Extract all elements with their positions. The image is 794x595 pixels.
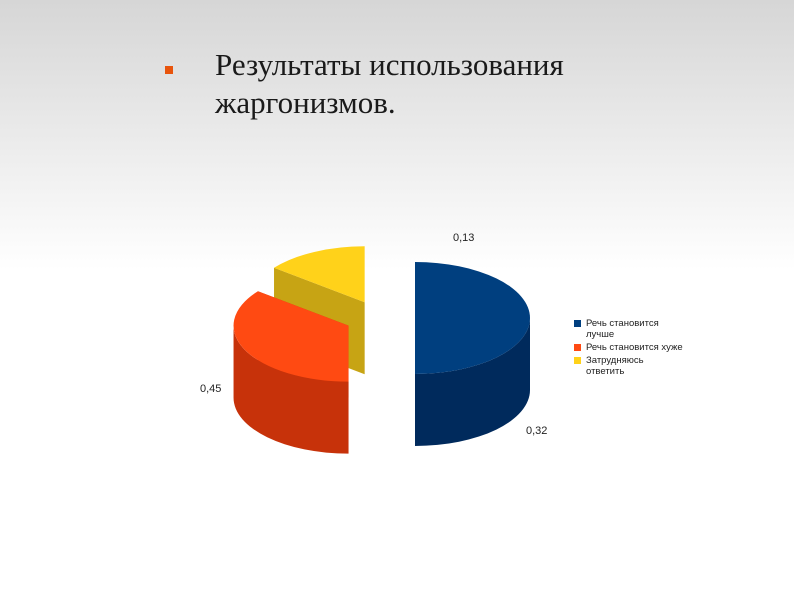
legend-swatch-worse xyxy=(574,344,581,351)
legend-swatch-better xyxy=(574,320,581,327)
data-label-better: 0,45 xyxy=(200,383,221,395)
pie-slice-worse-wall xyxy=(233,325,349,454)
pie-slice-better-top xyxy=(415,262,530,374)
slide-title-line-2: жаргонизмов. xyxy=(215,85,396,120)
legend-swatch-undecided xyxy=(574,357,581,364)
pie-slice-better-wall xyxy=(415,318,530,446)
legend-item-undecided: Затрудняюсь ответить xyxy=(574,355,684,377)
legend-label-better: Речь становится лучше xyxy=(586,318,659,340)
slide-title-line-1: Результаты использования xyxy=(215,47,564,82)
bullet-marker xyxy=(165,66,173,74)
legend-item-worse: Речь становится хуже xyxy=(574,342,684,353)
data-label-worse: 0,32 xyxy=(526,425,547,437)
data-label-undecided: 0,13 xyxy=(453,232,474,244)
legend-label-worse: Речь становится хуже xyxy=(586,342,683,353)
slide-title: Результаты использования жаргонизмов. xyxy=(215,46,695,122)
legend-label-undecided: Затрудняюсь ответить xyxy=(586,355,644,377)
chart-legend: Речь становится лучше Речь становится ху… xyxy=(574,318,684,379)
pie-slice-worse-top xyxy=(233,291,349,382)
pie-slice-undecided-top xyxy=(274,246,365,303)
legend-item-better: Речь становится лучше xyxy=(574,318,684,340)
pie-slice-better xyxy=(415,262,530,446)
pie-slice-worse xyxy=(233,291,349,454)
